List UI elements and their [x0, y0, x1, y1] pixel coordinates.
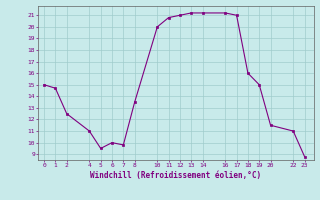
X-axis label: Windchill (Refroidissement éolien,°C): Windchill (Refroidissement éolien,°C) [91, 171, 261, 180]
